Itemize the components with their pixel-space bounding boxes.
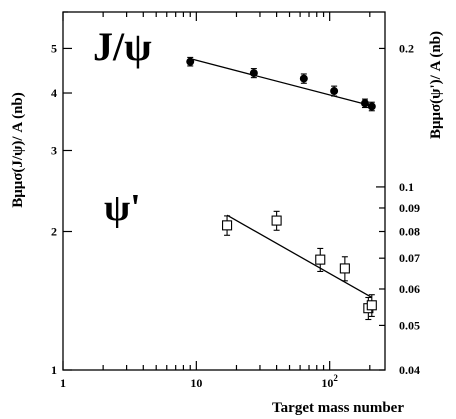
- jpsi-data-point: [249, 68, 258, 79]
- y-right-tick-label: 0.1: [399, 180, 414, 194]
- data-points: [186, 56, 377, 321]
- marker-square: [339, 263, 350, 274]
- marker-square: [315, 254, 326, 265]
- x-tick-label: 1: [60, 376, 66, 390]
- fit-lines: [190, 58, 373, 299]
- marker-square: [271, 215, 282, 226]
- y-right-tick-label: 0.06: [399, 282, 420, 296]
- y-right-tick-label: 0.05: [399, 318, 420, 332]
- psiprime-data-point: [315, 247, 326, 273]
- y-right-tick-label: 0.2: [399, 41, 414, 55]
- marker-circle: [360, 99, 369, 108]
- y-right-tick-label: 0.08: [399, 225, 420, 239]
- psiprime-data-point: [222, 215, 233, 236]
- marker-square: [222, 220, 233, 231]
- psiprime-data-point: [339, 256, 350, 282]
- jpsi-data-point: [367, 101, 376, 112]
- marker-circle: [330, 87, 339, 96]
- psiprime-data-point: [366, 294, 377, 317]
- axes: [62, 11, 386, 371]
- psiprime-data-point: [271, 210, 282, 231]
- y-right-tick-label: 0.07: [399, 251, 420, 265]
- marker-circle: [299, 74, 308, 83]
- marker-square: [366, 300, 377, 311]
- psiprime-label: ψ': [104, 187, 141, 229]
- marker-circle: [367, 102, 376, 111]
- psiprime-fit-line: [226, 214, 373, 299]
- y-ticks-right: 0.04 0.05 0.06 0.07 0.08 0.09 0.1 0.2: [376, 41, 420, 377]
- y-axis-right-title: Bμμσ(ψ')/ A (nb): [428, 31, 444, 139]
- y-ticks-left: 1 2 3 4 5: [51, 11, 72, 377]
- marker-circle: [249, 69, 258, 78]
- x-axis-title: Target mass number: [272, 400, 404, 416]
- y-left-tick-label: 1: [51, 363, 57, 377]
- marker-circle: [186, 57, 195, 66]
- jpsi-data-point: [299, 73, 308, 84]
- y-right-tick-label: 0.04: [399, 363, 420, 377]
- y-left-tick-label: 4: [51, 86, 57, 100]
- jpsi-data-point: [360, 98, 369, 109]
- y-left-tick-label: 3: [51, 143, 57, 157]
- y-left-tick-label: 2: [51, 225, 57, 239]
- jpsi-data-point: [330, 85, 339, 97]
- x-tick-label: 102: [321, 373, 338, 390]
- y-right-tick-label: 0.09: [399, 201, 420, 215]
- x-tick-label: 10: [190, 376, 202, 390]
- jpsi-label: J/ψ: [93, 24, 152, 69]
- y-left-tick-label: 5: [51, 41, 57, 55]
- y-axis-left-title: Bμμσ(J/ψ)/ A (nb): [10, 92, 26, 208]
- jpsi-fit-line: [190, 58, 372, 107]
- jpsi-data-point: [186, 56, 195, 67]
- plot-frame: [62, 11, 386, 371]
